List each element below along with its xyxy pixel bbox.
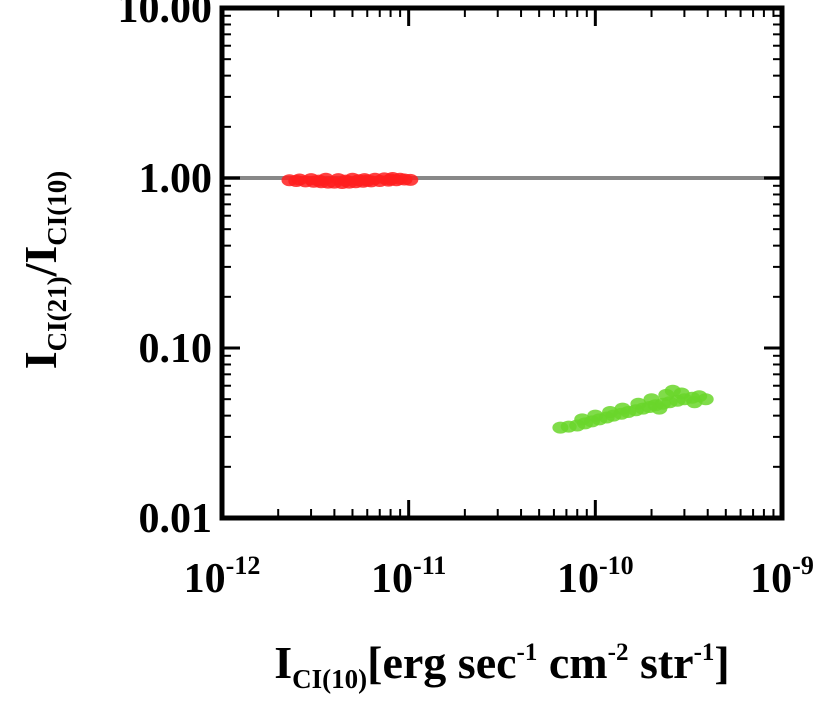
- x-tick-label: 10-9: [750, 551, 814, 602]
- axis-titles-layer: ICI(10)[erg sec-1 cm-2 str-1] ICI(21)/ICI…: [15, 171, 730, 694]
- data-point-series-1: [291, 173, 308, 186]
- data-point-series-2: [602, 406, 619, 418]
- data-point-series-2: [658, 388, 675, 401]
- data-point-series-2: [574, 413, 591, 426]
- y-tick-label: 1.00: [139, 156, 213, 202]
- data-point-series-1: [359, 174, 376, 187]
- data-point-series-1: [382, 173, 399, 186]
- data-point-series-1: [337, 174, 354, 187]
- x-tick-label: 10-10: [557, 551, 634, 602]
- y-axis-title: ICI(21)/ICI(10): [15, 171, 72, 370]
- data-point-series-2: [614, 402, 631, 415]
- tick-labels-layer: 0.01 0.10 1.00 10.00 10-12 10-11 10-10 10-9: [118, 0, 814, 602]
- y-tick-label: 10.00: [118, 0, 213, 32]
- data-points-layer: [281, 172, 714, 434]
- data-point-series-2: [686, 396, 703, 409]
- data-point-series-2: [651, 402, 668, 415]
- x-axis-title: ICI(10)[erg sec-1 cm-2 str-1]: [274, 637, 730, 694]
- ticks-layer: [220, 6, 784, 520]
- x-tick-label: 10-12: [184, 551, 261, 602]
- data-point-series-2: [673, 387, 690, 400]
- y-tick-label: 0.01: [139, 496, 213, 542]
- data-point-series-2: [630, 397, 647, 410]
- data-point-series-2: [587, 409, 604, 422]
- plot-frame: [219, 5, 785, 521]
- x-tick-label: 10-11: [371, 551, 446, 602]
- data-point-series-1: [310, 174, 327, 187]
- y-tick-label: 0.10: [139, 326, 213, 372]
- data-point-series-2: [643, 393, 660, 406]
